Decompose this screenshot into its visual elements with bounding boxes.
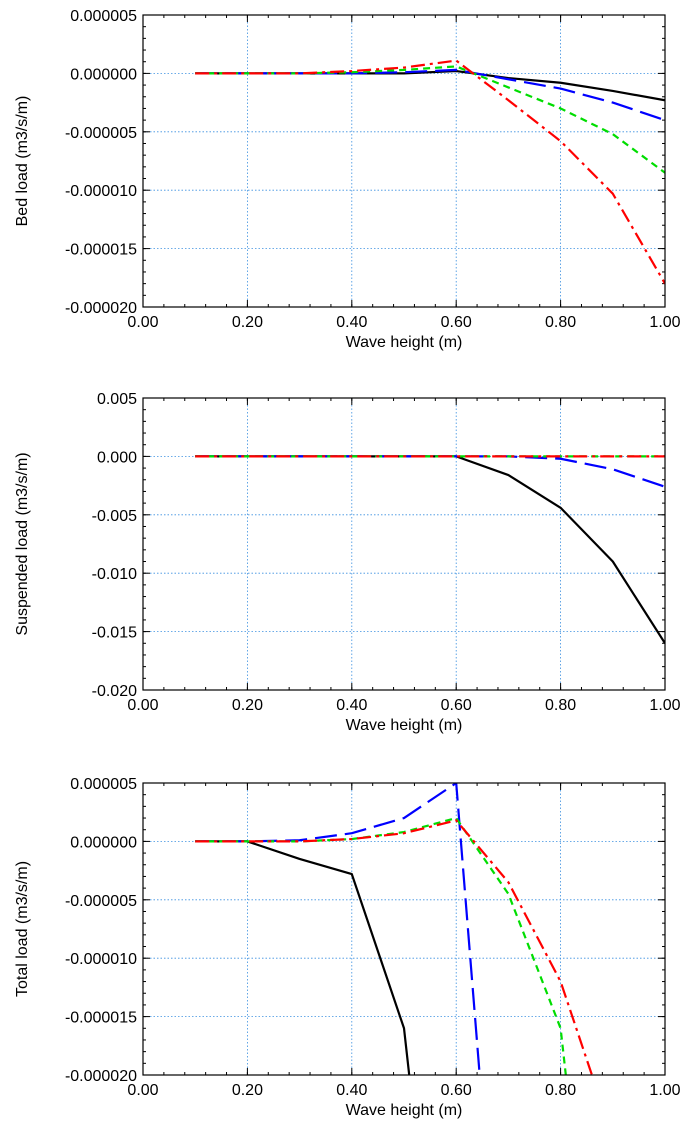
y-tick-label: 0.000000	[70, 66, 137, 83]
y-axis-label: Bed load (m3/s/m)	[14, 96, 31, 227]
y-tick-label: -0.000005	[65, 125, 137, 142]
x-tick-label: 0.60	[441, 314, 472, 331]
x-tick-label: 0.60	[441, 1082, 472, 1099]
plot-frame	[142, 14, 666, 308]
y-tick-label: -0.000010	[65, 183, 137, 200]
plot-area	[143, 15, 665, 307]
chart-panel-3: 0.00 0.20 0.40 0.60 0.80 1.00 0.000005 0.000000…	[14, 776, 681, 1119]
x-tick-label: 1.00	[649, 1082, 680, 1099]
x-axis-label: Wave height (m)	[346, 717, 463, 734]
x-tick-label: 0.80	[545, 1082, 576, 1099]
x-tick-label: 0.00	[127, 1082, 158, 1099]
series-line-2	[195, 783, 481, 1075]
x-tick-label: 0.80	[545, 314, 576, 331]
y-tick-label: 0.005	[97, 391, 137, 408]
x-tick-label: 0.40	[336, 697, 367, 714]
y-tick-label: 0.000	[97, 449, 137, 466]
x-tick-label: 0.00	[127, 314, 158, 331]
x-tick-label: 1.00	[649, 314, 680, 331]
series-line-3	[195, 65, 665, 174]
y-tick-label: -0.000015	[65, 242, 137, 259]
y-tick-label: 0.000005	[70, 8, 137, 25]
x-tick-label: 0.40	[336, 314, 367, 331]
plot-frame	[142, 782, 666, 1076]
x-tick-label: 0.60	[441, 697, 472, 714]
y-tick-label: -0.000015	[65, 1010, 137, 1027]
plot-area	[143, 398, 665, 690]
y-tick-label: -0.000010	[65, 951, 137, 968]
plot-frame	[142, 397, 666, 691]
chart-panel-2: 0.00 0.20 0.40 0.60 0.80 1.00 0.005 0.000 -0.005…	[14, 391, 681, 734]
x-tick-label: 0.80	[545, 697, 576, 714]
series-line-4	[195, 819, 593, 1075]
y-tick-label: 0.000000	[70, 834, 137, 851]
y-tick-label: -0.010	[92, 566, 137, 583]
x-axis-label: Wave height (m)	[346, 334, 463, 351]
x-tick-label: 0.20	[232, 314, 263, 331]
y-axis-label: Total load (m3/s/m)	[14, 861, 31, 997]
y-tick-label: -0.000020	[65, 300, 137, 317]
x-tick-label: 0.20	[232, 1082, 263, 1099]
y-tick-label: 0.000005	[70, 776, 137, 793]
chart-panel-1: 0.00 0.20 0.40 0.60 0.80 1.00 0.000005 0.000000…	[14, 8, 681, 351]
series-line-4	[195, 59, 665, 285]
y-axis-label: Suspended load (m3/s/m)	[14, 452, 31, 635]
x-axis-label: Wave height (m)	[346, 1102, 463, 1119]
x-tick-label: 0.00	[127, 697, 158, 714]
x-tick-label: 0.20	[232, 697, 263, 714]
y-tick-label: -0.005	[92, 508, 137, 525]
series-line-3	[195, 816, 567, 1075]
x-tick-label: 0.40	[336, 1082, 367, 1099]
y-tick-label: -0.000005	[65, 893, 137, 910]
y-tick-label: -0.000020	[65, 1068, 137, 1085]
x-tick-label: 1.00	[649, 697, 680, 714]
y-tick-label: -0.015	[92, 625, 137, 642]
y-tick-label: -0.020	[92, 683, 137, 700]
